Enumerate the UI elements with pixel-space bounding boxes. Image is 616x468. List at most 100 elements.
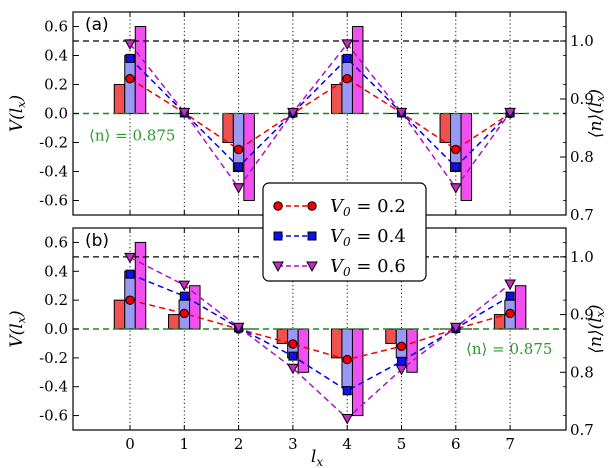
bar-v0-0.4	[124, 55, 136, 114]
density-point-v0-0.2	[342, 354, 352, 365]
density-point-v0-0.6	[449, 183, 462, 194]
density-point-v0-0.6	[287, 363, 299, 375]
y-tick-label: -0.2	[39, 349, 68, 367]
density-point-v0-0.2	[451, 144, 461, 155]
legend-box	[262, 182, 427, 282]
density-point-v0-0.4	[342, 386, 352, 396]
y-tick-label: 0.4	[44, 47, 68, 65]
y-axis-label: V(lx)	[7, 310, 28, 347]
x-tick-label: 1	[180, 435, 190, 453]
density-point-v0-0.6	[341, 413, 354, 425]
density-point-v0-0.4	[397, 356, 406, 366]
density-point-v0-0.4	[125, 269, 135, 279]
density-point-v0-0.6	[504, 107, 516, 119]
y-right-tick-label: 1.0	[570, 248, 594, 266]
y-tick-label: -0.6	[39, 192, 68, 210]
y-tick-label: 0.0	[44, 105, 68, 123]
density-point-v0-0.4	[234, 162, 244, 172]
bar-v0-0.2	[113, 84, 126, 114]
density-point-v0-0.6	[232, 322, 245, 334]
legend-marker-v0-0.2	[307, 201, 317, 211]
density-point-v0-0.2	[342, 74, 352, 84]
bar-v0-0.6	[243, 113, 255, 201]
y-tick-label: -0.6	[39, 407, 68, 425]
density-line-v0-0.2	[129, 77, 511, 151]
x-tick-label: 3	[288, 435, 298, 453]
density-point-v0-0.4	[342, 53, 352, 63]
density-point-v0-0.4	[125, 53, 135, 63]
x-tick-label: 7	[505, 435, 515, 453]
chart-panel-a: 0.6 0.4 0.2 0.0 -0.2 -0.4 -0.6 1.0 0.9 0.8 0.7 (a) V…	[7, 11, 607, 224]
legend: V0 = 0.2 V0 = 0.4 V0 = 0.6	[262, 182, 427, 282]
bar-v0-0.2	[385, 328, 397, 344]
panel-label: (a)	[85, 15, 109, 35]
density-line-v0-0.6	[129, 42, 511, 190]
y-tick-label: 0.4	[44, 262, 68, 280]
average-density-annotation: ⟨n⟩ = 0.875	[89, 127, 175, 145]
legend-marker-v0-0.4	[307, 231, 317, 241]
legend-marker-v0-0.6	[306, 261, 318, 273]
x-tick-label: 0	[125, 435, 135, 453]
density-line-v0-0.6	[129, 256, 511, 420]
density-point-v0-0.6	[449, 322, 462, 334]
density-point-v0-0.2	[125, 295, 135, 305]
y-tick-label: 0.6	[44, 18, 68, 36]
density-point-v0-0.6	[178, 280, 191, 292]
density-point-v0-0.2	[233, 144, 244, 155]
y-tick-label: -0.4	[39, 163, 68, 181]
density-point-v0-0.4	[451, 162, 461, 172]
bar-v0-0.6	[406, 328, 418, 373]
density-point-v0-0.6	[124, 39, 136, 50]
density-point-v0-0.6	[341, 39, 354, 50]
density-point-v0-0.6	[232, 183, 245, 194]
y-tick-label: -0.2	[39, 134, 68, 152]
density-point-v0-0.6	[124, 252, 136, 264]
average-density-annotation: ⟨n⟩ = 0.875	[466, 340, 552, 358]
y-tick-label: 0.2	[44, 76, 68, 94]
y-right-tick-label: 0.8	[570, 363, 594, 381]
y-tick-label: 0.2	[44, 291, 68, 309]
y-right-tick-label: 0.9	[570, 90, 594, 108]
x-tick-label: 6	[451, 435, 461, 453]
y-tick-label: 0.6	[44, 233, 68, 251]
y-right-tick-label: 1.0	[570, 32, 594, 50]
density-point-v0-0.4	[505, 291, 515, 301]
y-right-axis-label: ⟨n⟩(lx)	[586, 304, 607, 353]
density-point-v0-0.6	[504, 279, 516, 291]
density-point-v0-0.2	[179, 308, 190, 319]
x-tick-label: 5	[397, 435, 407, 453]
legend-marker-v0-0.2	[273, 201, 283, 211]
legend-label-v0-0.2: V0 = 0.2	[330, 196, 406, 219]
density-point-v0-0.6	[395, 364, 408, 376]
density-point-v0-0.2	[125, 74, 135, 84]
bar-v0-0.2	[330, 84, 343, 114]
y-tick-label: -0.4	[39, 378, 68, 396]
bar-v0-0.2	[330, 328, 343, 359]
legend-marker-v0-0.4	[273, 231, 283, 241]
density-point-v0-0.4	[179, 291, 189, 301]
x-tick-label: 4	[342, 435, 352, 453]
y-right-axis-label: ⟨n⟩(lx)	[586, 89, 607, 138]
legend-label-v0-0.6: V0 = 0.6	[330, 256, 406, 279]
y-right-tick-label: 0.7	[570, 206, 594, 224]
x-axis-label: lx	[311, 447, 323, 468]
bar-v0-0.6	[351, 328, 364, 417]
y-right-tick-label: 0.9	[570, 306, 594, 324]
density-point-v0-0.4	[288, 351, 298, 361]
bar-v0-0.2	[222, 113, 234, 143]
y-tick-label: 0.0	[44, 320, 68, 338]
legend-marker-v0-0.6	[272, 261, 284, 273]
panels: 0.6 0.4 0.2 0.0 -0.2 -0.4 -0.6 1.0 0.9 0.8 0.7 (a) V…	[7, 11, 607, 453]
y-axis-label: V(lx)	[7, 95, 28, 132]
density-point-v0-0.6	[287, 107, 299, 119]
density-point-v0-0.6	[395, 107, 408, 119]
density-point-v0-0.6	[178, 107, 191, 119]
bar-v0-0.6	[297, 328, 310, 373]
y-right-tick-label: 0.8	[570, 148, 594, 166]
density-point-v0-0.2	[396, 341, 407, 352]
bar-v0-0.2	[113, 299, 126, 330]
density-point-v0-0.2	[288, 339, 298, 349]
legend-label-v0-0.4: V0 = 0.4	[330, 226, 406, 249]
bar-v0-0.2	[276, 328, 289, 344]
